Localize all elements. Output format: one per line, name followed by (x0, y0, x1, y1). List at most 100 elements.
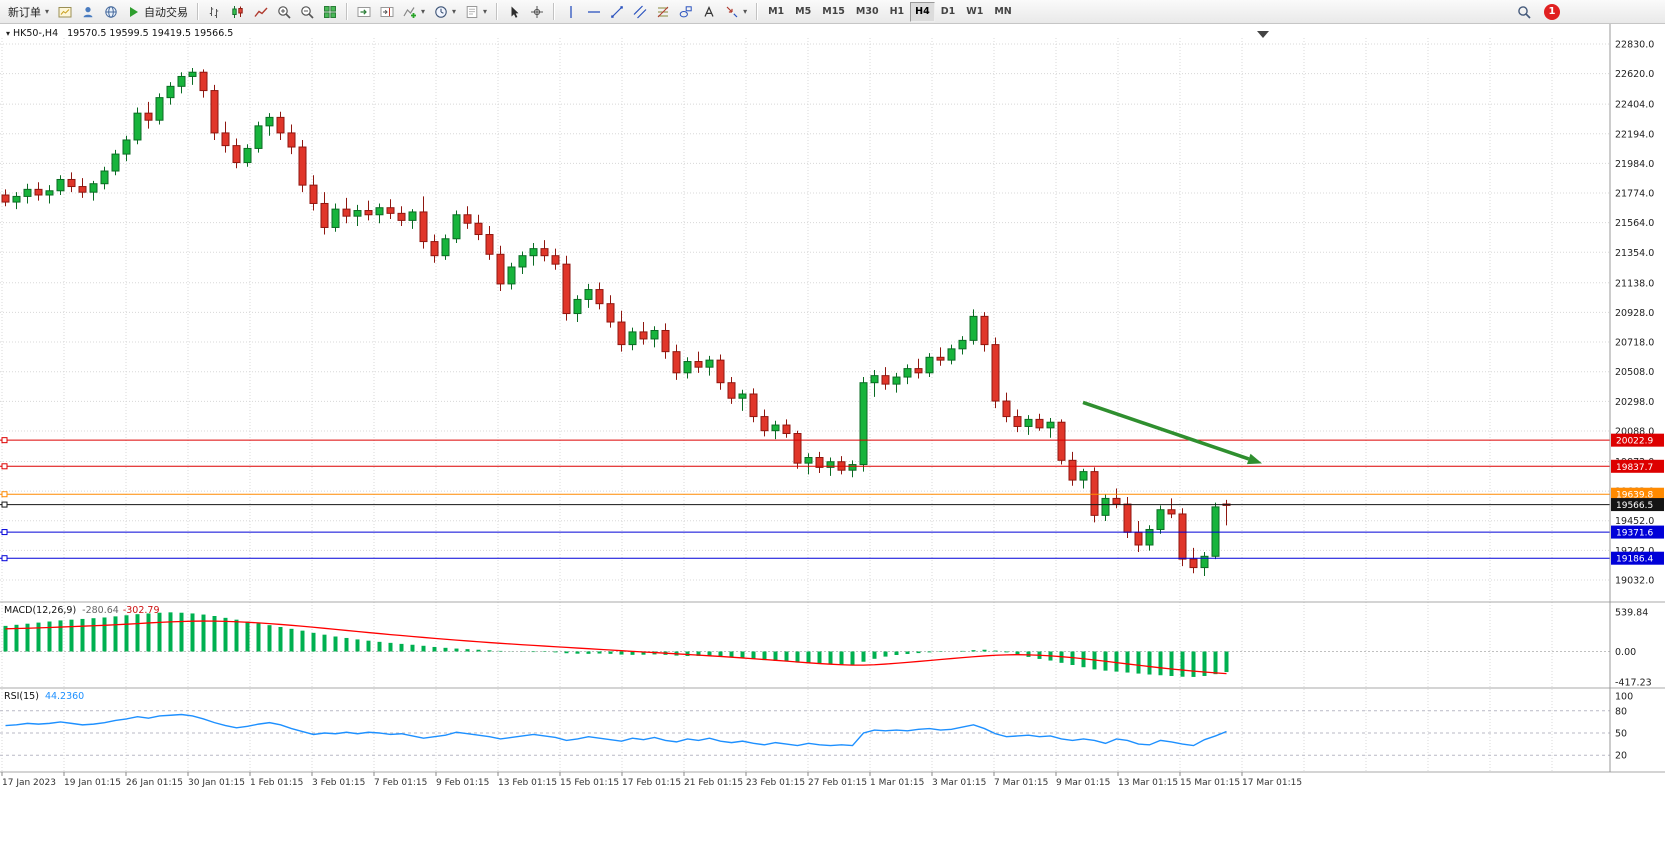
svg-text:20: 20 (1615, 751, 1627, 762)
zoom-out-button[interactable] (296, 2, 318, 22)
svg-text:21 Feb 01:15: 21 Feb 01:15 (684, 778, 743, 788)
indicators-icon (403, 5, 417, 19)
svg-text:20718.0: 20718.0 (1615, 338, 1654, 349)
svg-text:27 Feb 01:15: 27 Feb 01:15 (808, 778, 867, 788)
auto-trading-button-label: 自动交易 (144, 5, 189, 19)
svg-text:21564.0: 21564.0 (1615, 218, 1654, 229)
line-handle[interactable] (1, 529, 8, 536)
svg-text:50: 50 (1615, 729, 1627, 740)
trendline-tool-button[interactable] (606, 2, 628, 22)
bar-chart-button[interactable] (204, 2, 226, 22)
dropdown-arrow-icon: ▾ (743, 7, 748, 16)
timeframe-mn-button[interactable]: MN (989, 2, 1016, 22)
svg-text:26 Jan 01:15: 26 Jan 01:15 (126, 778, 183, 788)
search-icon (1517, 5, 1531, 19)
svg-text:0.00: 0.00 (1615, 647, 1636, 658)
rsi-line (5, 713, 1227, 747)
timeframe-m30-button[interactable]: M30 (851, 2, 884, 22)
channel-icon (633, 5, 647, 19)
chart-window-icon (58, 5, 72, 19)
templates-button[interactable]: ▾ (461, 2, 491, 22)
toolbar-separator (756, 3, 759, 20)
timeframe-d1-button[interactable]: D1 (936, 2, 961, 22)
line-handle[interactable] (1, 463, 8, 470)
open-chart-button[interactable] (54, 2, 76, 22)
timeframe-m1-button[interactable]: M1 (763, 2, 789, 22)
svg-text:3 Mar 01:15: 3 Mar 01:15 (932, 778, 986, 788)
profile-button[interactable] (77, 2, 99, 22)
dropdown-arrow-icon: ▾ (452, 7, 457, 16)
time-axis: 17 Jan 2023 19 Jan 01:15 26 Jan 01:15 30 Ja… (1, 772, 1302, 788)
line-chart-button[interactable] (250, 2, 272, 22)
search-button[interactable] (1513, 2, 1535, 22)
trend-arrow[interactable] (1082, 400, 1262, 465)
chart-title-row: ▾ HK50-,H4 19570.5 19599.5 19419.5 19566.5 (6, 28, 233, 39)
svg-text:1 Mar 01:15: 1 Mar 01:15 (870, 778, 924, 788)
auto-scroll-button[interactable] (353, 2, 375, 22)
fibonacci-tool-button[interactable] (652, 2, 674, 22)
dropdown-arrow-icon: ▾ (421, 7, 426, 16)
horizontal-line-tool-button[interactable] (583, 2, 605, 22)
notification-badge[interactable]: 1 (1544, 3, 1560, 20)
crosshair-icon (530, 5, 544, 19)
svg-text:22830.0: 22830.0 (1615, 40, 1654, 51)
globe-icon (104, 5, 118, 19)
svg-text:23 Feb 01:15: 23 Feb 01:15 (746, 778, 805, 788)
rsi-header: RSI(15) 44.2360 (4, 691, 84, 702)
candle-chart-button[interactable] (227, 2, 249, 22)
svg-text:9 Feb 01:15: 9 Feb 01:15 (436, 778, 489, 788)
svg-text:19566.5: 19566.5 (1616, 501, 1653, 511)
svg-text:19639.8: 19639.8 (1616, 491, 1653, 501)
svg-text:17 Mar 01:15: 17 Mar 01:15 (1242, 778, 1302, 788)
timeframe-h4-button[interactable]: H4 (910, 1, 935, 22)
hline-icon (587, 5, 601, 19)
macd-value: -280.64 (82, 605, 119, 616)
vline-icon (564, 5, 578, 19)
svg-text:1 Feb 01:15: 1 Feb 01:15 (250, 778, 303, 788)
timeframe-m5-button[interactable]: M5 (790, 2, 816, 22)
shapes-tool-button[interactable] (675, 2, 697, 22)
arrows-tool-button[interactable]: ▾ (721, 2, 751, 22)
svg-text:19186.4: 19186.4 (1616, 555, 1653, 565)
chart-canvas[interactable]: 22830.0 22620.0 22404.0 22194.0 21984.0 21774… (0, 24, 1665, 843)
line-handle[interactable] (1, 501, 8, 508)
new-order-button[interactable]: 新订单 ▾ (4, 2, 53, 22)
timeframe-h1-button[interactable]: H1 (885, 2, 910, 22)
line-handle[interactable] (1, 437, 8, 444)
cursor-icon (507, 5, 521, 19)
cursor-tool-button[interactable] (503, 2, 525, 22)
channel-tool-button[interactable] (629, 2, 651, 22)
horizontal-lines (0, 437, 1610, 562)
vertical-line-tool-button[interactable] (560, 2, 582, 22)
toolbar-separator (346, 3, 349, 20)
crosshair-tool-button[interactable] (526, 2, 548, 22)
line-handle[interactable] (1, 555, 8, 562)
periods-button[interactable]: ▾ (430, 2, 460, 22)
svg-text:3 Feb 01:15: 3 Feb 01:15 (312, 778, 365, 788)
zoom-out-icon (300, 5, 314, 19)
chart-shift-button[interactable] (376, 2, 398, 22)
market-watch-button[interactable] (100, 2, 122, 22)
line-handle[interactable] (1, 491, 8, 498)
auto-trading-button[interactable]: 自动交易 (123, 2, 192, 22)
symbol-dropdown-icon[interactable]: ▾ (6, 29, 11, 38)
indicators-button[interactable]: ▾ (399, 2, 429, 22)
text-icon (702, 5, 716, 19)
svg-text:80: 80 (1615, 706, 1627, 717)
svg-text:19837.7: 19837.7 (1616, 463, 1653, 473)
chart-shift-icon (380, 5, 394, 19)
toolbar-separator (553, 3, 556, 20)
svg-text:19242.0: 19242.0 (1615, 546, 1654, 557)
svg-text:15 Mar 01:15: 15 Mar 01:15 (1180, 778, 1240, 788)
chart-shift-marker[interactable] (1257, 31, 1269, 38)
text-tool-button[interactable] (698, 2, 720, 22)
timeframe-w1-button[interactable]: W1 (961, 2, 988, 22)
clock-icon (434, 5, 448, 19)
timeframe-m15-button[interactable]: M15 (817, 2, 850, 22)
macd-header: MACD(12,26,9) -280.64 -302.79 (4, 605, 160, 616)
tile-windows-button[interactable] (319, 2, 341, 22)
zoom-in-button[interactable] (273, 2, 295, 22)
svg-text:22620.0: 22620.0 (1615, 69, 1654, 80)
rsi-indicator-label: RSI(15) (4, 691, 39, 702)
